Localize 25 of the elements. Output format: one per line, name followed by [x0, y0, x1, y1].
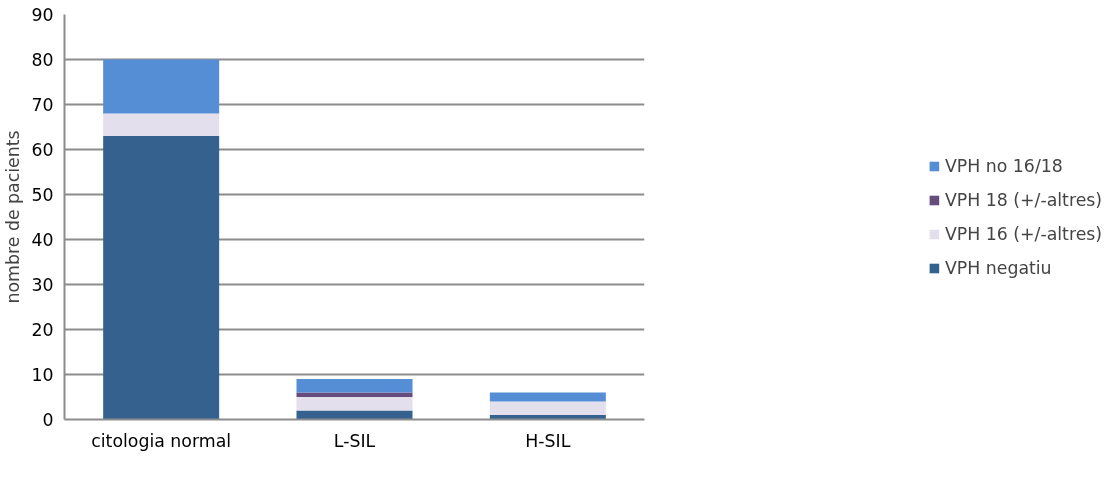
- bar: [103, 136, 220, 420]
- x-tick-label: L-SIL: [333, 430, 376, 451]
- y-tick-label: 70: [31, 95, 54, 115]
- bar: [489, 401, 606, 415]
- bar: [103, 113, 220, 136]
- y-tick-label: 60: [31, 140, 54, 160]
- y-tick-label: 10: [31, 365, 54, 385]
- bar: [489, 392, 606, 402]
- y-tick-label: 50: [31, 185, 54, 205]
- y-tick-label: 30: [31, 275, 54, 295]
- legend-label: VPH 18 (+/-altres): [944, 189, 1103, 210]
- y-tick-label: 80: [31, 50, 54, 70]
- bar: [296, 379, 413, 393]
- legend-label: VPH no 16/18: [944, 155, 1063, 176]
- y-tick-label: 90: [31, 5, 54, 25]
- legend-label: VPH negatiu: [944, 257, 1052, 278]
- bar: [103, 59, 220, 114]
- y-tick-label: 20: [31, 320, 54, 340]
- legend-label: VPH 16 (+/-altres): [944, 223, 1103, 244]
- x-tick-label: H-SIL: [525, 430, 571, 451]
- x-tick-label: citologia normal: [91, 430, 232, 451]
- y-tick-label: 0: [42, 410, 54, 430]
- y-axis-title: nombre de pacients: [3, 130, 24, 304]
- bar: [296, 397, 413, 411]
- y-tick-label: 40: [31, 230, 54, 250]
